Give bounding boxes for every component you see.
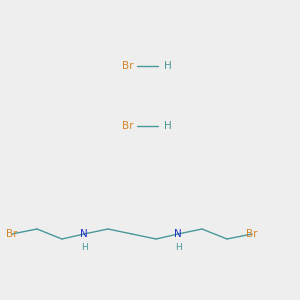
Text: Br: Br — [6, 229, 18, 239]
Text: H: H — [164, 121, 172, 131]
Text: N: N — [80, 229, 88, 239]
Text: H: H — [81, 244, 87, 253]
Text: H: H — [164, 61, 172, 71]
Text: Br: Br — [122, 61, 134, 71]
Text: Br: Br — [122, 121, 134, 131]
Text: H: H — [175, 244, 182, 253]
Text: N: N — [174, 229, 182, 239]
Text: Br: Br — [246, 229, 258, 239]
